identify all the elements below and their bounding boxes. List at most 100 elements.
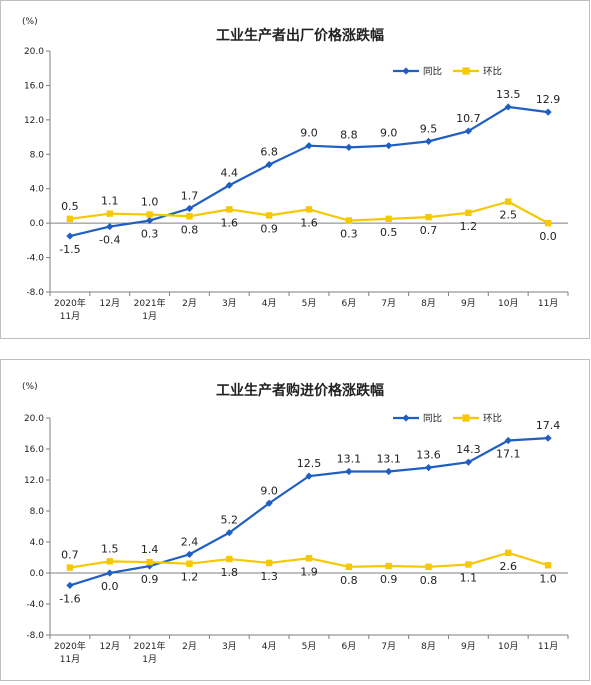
data-point-yoy bbox=[225, 529, 233, 537]
y-tick-label: 4.0 bbox=[30, 538, 45, 548]
chart-title: 工业生产者购进价格涨跌幅 bbox=[216, 382, 384, 399]
legend-marker bbox=[402, 67, 410, 75]
y-tick-label: 0.0 bbox=[30, 569, 45, 579]
data-label-mom: 1.1 bbox=[101, 195, 119, 208]
data-point-yoy bbox=[464, 458, 472, 466]
y-tick-label: 0.0 bbox=[30, 219, 45, 229]
data-point-mom bbox=[146, 558, 153, 566]
data-label-mom: 0.7 bbox=[420, 224, 438, 237]
data-point-mom bbox=[505, 549, 512, 557]
data-label-mom: 1.0 bbox=[141, 196, 159, 209]
data-point-mom bbox=[186, 213, 193, 220]
y-tick-label: 16.0 bbox=[24, 445, 44, 455]
x-tick-label: 10月 bbox=[498, 641, 518, 652]
data-label-yoy: 0.9 bbox=[141, 573, 159, 586]
x-tick-label: 2020年 bbox=[54, 297, 86, 309]
data-label-yoy: -1.5 bbox=[59, 243, 80, 256]
data-label-yoy: 5.2 bbox=[221, 514, 239, 527]
x-tick-label: 1月 bbox=[142, 311, 157, 322]
data-label-mom: 1.5 bbox=[101, 542, 119, 555]
data-point-mom bbox=[505, 198, 512, 205]
x-tick-label: 3月 bbox=[222, 298, 237, 309]
data-label-yoy: 13.5 bbox=[496, 88, 521, 101]
data-point-mom bbox=[146, 211, 153, 218]
data-point-mom bbox=[385, 562, 392, 570]
chart-title: 工业生产者出厂价格涨跌幅 bbox=[216, 27, 384, 44]
data-label-mom: 0.8 bbox=[181, 223, 199, 236]
chart-factory-price: 工业生产者出厂价格涨跌幅 (%) 20.0 16.0 12.0 8.0 4.0 0.0 -4.0… bbox=[0, 0, 591, 340]
chart-factory-price-svg: 工业生产者出厂价格涨跌幅 (%) 20.0 16.0 12.0 8.0 4.0 0.0 -4.0… bbox=[0, 0, 590, 339]
data-label-yoy: 9.5 bbox=[420, 122, 438, 135]
x-tick-label: 1月 bbox=[142, 654, 157, 665]
x-tick-label: 8月 bbox=[421, 298, 436, 309]
x-tick-label: 2021年 bbox=[134, 640, 166, 652]
data-point-mom bbox=[106, 558, 113, 565]
data-point-mom bbox=[66, 215, 74, 223]
x-tick-label: 2月 bbox=[182, 641, 197, 652]
data-label-mom: 1.9 bbox=[300, 565, 318, 578]
data-label-yoy: 17.4 bbox=[536, 419, 561, 432]
data-point-yoy bbox=[185, 204, 194, 213]
x-tick-label: 11月 bbox=[538, 641, 558, 652]
legend-marker bbox=[462, 414, 470, 422]
data-label-yoy: 9.0 bbox=[380, 127, 398, 140]
data-label-yoy: 2.4 bbox=[181, 535, 199, 548]
y-tick-label: -8.0 bbox=[26, 288, 44, 298]
x-tick-label: 5月 bbox=[302, 641, 317, 652]
y-axis-unit: (%) bbox=[22, 17, 38, 27]
data-point-yoy bbox=[106, 222, 114, 231]
data-label-yoy: 10.7 bbox=[456, 112, 481, 125]
data-point-yoy bbox=[66, 581, 74, 589]
data-label-mom: 0.8 bbox=[420, 574, 438, 587]
data-point-yoy bbox=[345, 467, 353, 476]
data-point-mom bbox=[226, 206, 233, 213]
y-tick-label: 8.0 bbox=[30, 150, 45, 160]
data-label-mom: 0.0 bbox=[539, 230, 557, 243]
x-tick-label: 2020年 bbox=[54, 640, 86, 652]
data-label-mom: 1.0 bbox=[539, 572, 557, 585]
data-label-mom: 2.5 bbox=[499, 209, 517, 222]
data-point-mom bbox=[345, 217, 353, 224]
data-label-mom: 1.2 bbox=[460, 220, 478, 233]
data-point-mom bbox=[265, 212, 273, 219]
data-point-yoy bbox=[345, 143, 353, 151]
x-tick-label: 9月 bbox=[461, 641, 476, 652]
x-tick-label: 10月 bbox=[498, 298, 518, 309]
y-tick-label: 16.0 bbox=[24, 81, 44, 91]
y-tick-label: 12.0 bbox=[24, 476, 44, 486]
x-tick-label: 7月 bbox=[381, 641, 396, 652]
x-tick-label: 2021年 bbox=[134, 297, 166, 309]
data-label-mom: 0.3 bbox=[340, 228, 358, 241]
data-point-mom bbox=[385, 215, 392, 223]
data-label-mom: 1.2 bbox=[181, 571, 199, 584]
data-label-yoy: -1.6 bbox=[59, 592, 80, 605]
data-point-yoy bbox=[305, 472, 313, 480]
y-tick-label: 20.0 bbox=[24, 47, 44, 57]
x-tick-label: 7月 bbox=[381, 298, 396, 309]
data-point-yoy bbox=[504, 103, 512, 111]
legend-label: 环比 bbox=[483, 66, 502, 78]
data-point-yoy bbox=[265, 499, 273, 507]
y-tick-label: -4.0 bbox=[26, 254, 44, 264]
y-tick-label: 20.0 bbox=[24, 414, 44, 424]
data-label-mom: 0.9 bbox=[380, 573, 398, 586]
data-point-yoy bbox=[464, 127, 472, 135]
data-label-mom: 1.8 bbox=[221, 566, 239, 579]
data-label-yoy: 13.1 bbox=[337, 452, 362, 465]
data-point-mom bbox=[305, 206, 313, 213]
data-label-yoy: 17.1 bbox=[496, 447, 521, 460]
data-point-yoy bbox=[385, 142, 393, 150]
data-point-mom bbox=[425, 213, 432, 221]
x-tick-label: 12月 bbox=[100, 641, 120, 652]
data-point-mom bbox=[305, 555, 313, 562]
x-tick-label: 12月 bbox=[100, 298, 120, 309]
x-tick-label: 3月 bbox=[222, 641, 237, 652]
data-label-mom: 0.9 bbox=[260, 222, 278, 235]
data-label-yoy: 13.1 bbox=[376, 452, 401, 465]
data-label-mom: 1.3 bbox=[260, 570, 278, 583]
data-point-mom bbox=[66, 564, 74, 571]
data-point-yoy bbox=[424, 464, 433, 472]
data-label-yoy: 0.3 bbox=[141, 228, 159, 241]
data-label-yoy: 4.4 bbox=[221, 166, 239, 179]
data-point-yoy bbox=[544, 434, 552, 442]
